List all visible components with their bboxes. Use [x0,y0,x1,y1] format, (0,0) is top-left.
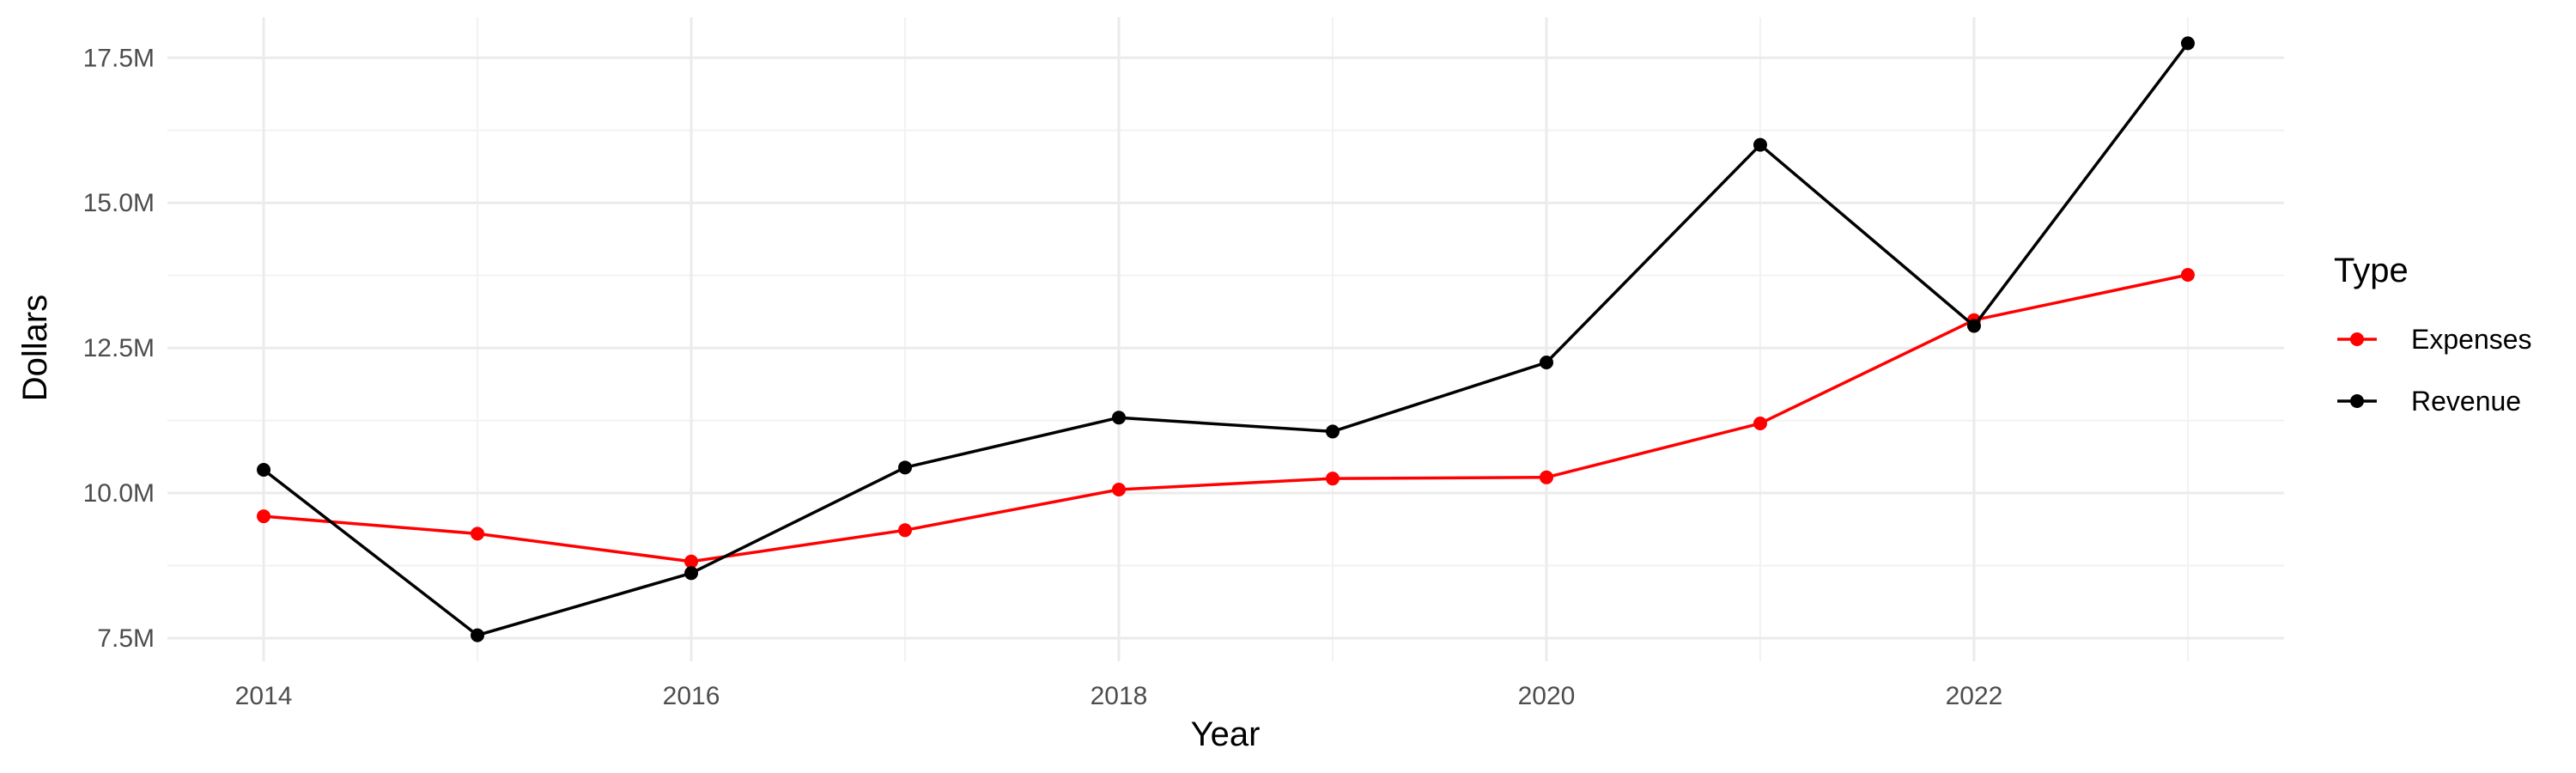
revenue-line [262,42,2190,637]
y-tick-label: 15.0M [83,189,155,217]
revenue-point [257,463,271,478]
revenue-point [1112,411,1127,425]
revenue-point [684,566,699,581]
minor-gridlines [167,17,2284,661]
x-tick-label: 2016 [663,682,720,710]
revenue-point [471,628,485,642]
expenses-point [1325,472,1340,486]
revenue-point [1966,319,1981,333]
x-tick-label: 2020 [1518,682,1576,710]
series-revenue [257,36,2195,642]
legend: Type Expenses Revenue [2334,252,2532,417]
expenses-point [471,526,485,541]
x-tick-label: 2022 [1946,682,2003,710]
revenue-point [898,460,913,475]
y-axis-tick-labels: 7.5M 10.0M 12.5M 15.0M 17.5M [83,44,155,653]
x-tick-label: 2014 [235,682,293,710]
x-axis-title: Year [1191,715,1261,753]
y-tick-label: 17.5M [83,44,155,72]
revenue-point [2180,36,2195,51]
y-tick-label: 7.5M [97,624,155,653]
legend-label: Expenses [2411,324,2532,355]
revenue-point [1753,137,1767,152]
expenses-point [257,509,271,524]
x-axis-tick-labels: 2014 2016 2018 2020 2022 [235,682,2003,710]
expenses-line [263,273,2189,563]
expenses-point [1112,483,1127,496]
legend-item-revenue: Revenue [2337,386,2521,417]
y-tick-label: 10.0M [83,479,155,508]
expenses-point [1539,470,1553,484]
revenue-point [1325,424,1340,439]
legend-key-point [2350,394,2364,408]
x-tick-label: 2018 [1091,682,1148,710]
series-expenses [257,268,2195,569]
y-tick-label: 12.5M [83,334,155,362]
major-gridlines [167,17,2284,661]
expenses-point [1753,416,1767,430]
legend-label: Revenue [2411,386,2521,417]
legend-title: Type [2334,252,2409,289]
expenses-point [2180,268,2195,282]
expenses-point [898,523,913,538]
legend-key-point [2350,332,2364,346]
series-layer [257,36,2195,642]
legend-item-expenses: Expenses [2337,324,2532,355]
y-axis-title: Dollars [16,295,54,401]
revenue-point [1539,356,1553,370]
expenses-point [684,554,699,569]
